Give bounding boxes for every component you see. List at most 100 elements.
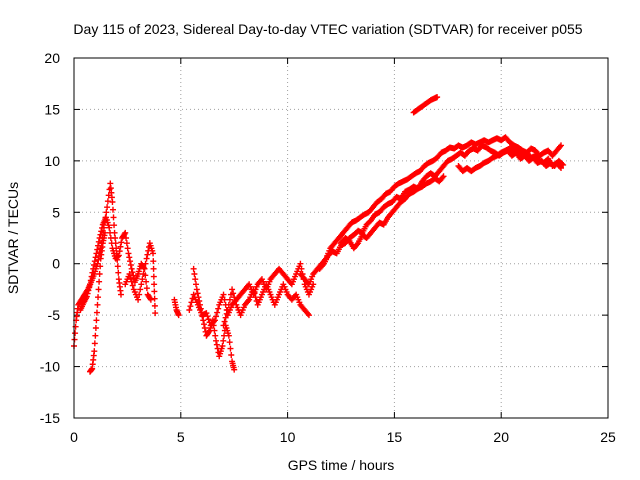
- data-point: [230, 290, 237, 297]
- data-point: [232, 298, 239, 304]
- data-point: [104, 204, 111, 211]
- data-point: [93, 309, 100, 316]
- data-point: [201, 321, 208, 328]
- data-point: [91, 258, 98, 265]
- data-point: [196, 298, 203, 304]
- data-point: [205, 328, 212, 335]
- data-point: [107, 235, 114, 241]
- plot-frame: [73, 57, 609, 419]
- data-point: [225, 301, 232, 308]
- data-point: [92, 325, 99, 331]
- data-point: [219, 343, 226, 349]
- data-point: [115, 252, 122, 259]
- data-point: [126, 254, 133, 261]
- data-point: [223, 310, 230, 317]
- data-point: [147, 296, 154, 303]
- data-point: [95, 238, 102, 245]
- data-point: [115, 253, 122, 260]
- data-point: [297, 260, 304, 267]
- data-point: [128, 265, 135, 272]
- data-point: [220, 322, 227, 329]
- y-tick-label: -5: [48, 307, 61, 323]
- data-point: [96, 278, 103, 285]
- x-axis-label: GPS time / hours: [288, 457, 395, 473]
- data-point: [226, 339, 233, 346]
- data-point: [227, 345, 234, 352]
- data-point: [96, 271, 103, 277]
- data-point: [434, 94, 441, 101]
- data-point: [140, 271, 147, 277]
- data-point: [143, 285, 150, 292]
- data-point: [91, 340, 98, 347]
- x-tick-label: 25: [600, 429, 616, 445]
- grid-lines: [74, 58, 608, 418]
- data-point: [193, 281, 200, 288]
- data-point: [191, 271, 198, 277]
- data-point: [106, 224, 113, 231]
- data-point: [188, 299, 195, 306]
- data-point: [226, 296, 233, 303]
- data-point: [87, 281, 94, 288]
- data-point: [88, 273, 95, 280]
- data-point: [125, 250, 132, 257]
- data-point: [150, 265, 157, 272]
- data-point: [143, 255, 150, 262]
- data-point: [90, 265, 97, 272]
- data-point: [200, 317, 207, 324]
- data-point: [194, 290, 201, 297]
- data-point: [440, 173, 447, 180]
- data-point: [108, 240, 115, 247]
- data-point: [136, 291, 143, 298]
- data-point: [222, 314, 229, 321]
- data-point: [201, 325, 208, 331]
- data-point: [354, 241, 361, 248]
- data-point: [198, 309, 205, 316]
- data-point: [220, 337, 227, 344]
- y-tick-label: 5: [52, 204, 60, 220]
- data-point: [221, 318, 228, 325]
- y-tick-label: -10: [40, 359, 60, 375]
- data-point: [95, 294, 102, 301]
- data-point: [128, 278, 135, 285]
- data-point: [231, 366, 238, 373]
- data-point: [135, 296, 142, 303]
- y-tick-label: 20: [44, 50, 60, 66]
- data-point: [124, 245, 131, 252]
- data-point: [187, 303, 194, 310]
- data-point: [213, 341, 220, 348]
- data-point: [186, 307, 193, 313]
- data-series: [220, 281, 312, 329]
- data-point: [121, 231, 128, 238]
- data-point: [212, 332, 219, 339]
- data-point: [150, 250, 157, 257]
- data-point: [304, 310, 311, 317]
- data-point: [213, 313, 220, 320]
- data-point: [143, 278, 150, 285]
- data-point: [252, 294, 259, 301]
- data-point: [110, 214, 117, 221]
- data-series: [338, 173, 447, 252]
- data-point: [91, 262, 98, 268]
- data-point: [210, 322, 217, 329]
- data-point: [152, 310, 159, 317]
- data-point: [142, 260, 149, 267]
- data-point: [556, 143, 563, 150]
- data-series: [316, 142, 567, 272]
- data-point: [72, 330, 79, 337]
- data-point: [150, 258, 157, 265]
- data-markers: [71, 94, 567, 375]
- data-point: [129, 282, 136, 289]
- data-point: [97, 231, 104, 238]
- data-point: [95, 286, 102, 293]
- data-point: [92, 332, 99, 339]
- data-point: [94, 246, 101, 253]
- data-point: [92, 254, 99, 261]
- data-point: [101, 229, 108, 236]
- data-point: [93, 250, 100, 257]
- data-series: [171, 296, 182, 319]
- data-point: [151, 281, 158, 288]
- data-point: [151, 302, 158, 309]
- data-point: [192, 276, 199, 283]
- data-point: [137, 286, 144, 293]
- data-point: [127, 258, 134, 265]
